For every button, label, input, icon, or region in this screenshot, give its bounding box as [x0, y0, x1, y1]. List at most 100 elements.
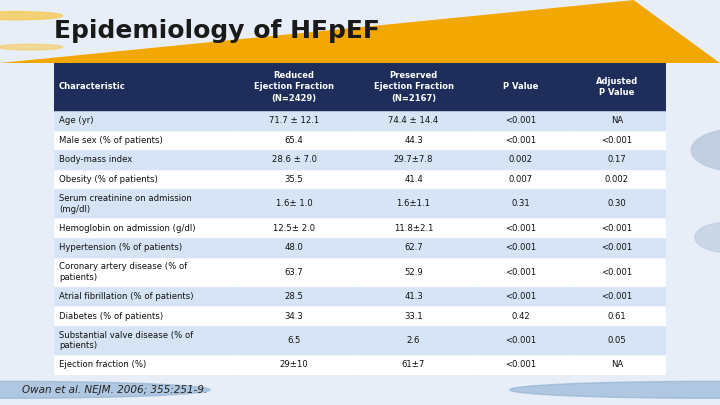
Text: Adjusted
P Value: Adjusted P Value: [596, 77, 638, 97]
Text: Hypertension (% of patients): Hypertension (% of patients): [59, 243, 182, 252]
Text: NA: NA: [611, 116, 624, 126]
Bar: [473, 170, 568, 189]
Bar: [235, 287, 354, 306]
Text: 61±7: 61±7: [402, 360, 426, 369]
Bar: [235, 355, 354, 375]
Bar: [235, 111, 354, 131]
Polygon shape: [634, 0, 720, 63]
Text: 33.1: 33.1: [404, 311, 423, 321]
Text: 2.6: 2.6: [407, 336, 420, 345]
Bar: [354, 131, 473, 150]
Bar: [473, 306, 568, 326]
Text: <0.001: <0.001: [505, 136, 536, 145]
Bar: [54, 258, 235, 287]
Bar: [54, 131, 235, 150]
Bar: [568, 355, 666, 375]
Text: 0.002: 0.002: [508, 156, 533, 164]
Bar: [235, 131, 354, 150]
Text: 0.05: 0.05: [608, 336, 626, 345]
Text: 12.5± 2.0: 12.5± 2.0: [273, 224, 315, 233]
Text: Obesity (% of patients): Obesity (% of patients): [59, 175, 158, 184]
Text: Male sex (% of patients): Male sex (% of patients): [59, 136, 163, 145]
Bar: [54, 287, 235, 306]
Text: 0.42: 0.42: [511, 311, 530, 321]
Text: 1.6± 1.0: 1.6± 1.0: [276, 199, 312, 208]
Text: 1.6±1.1: 1.6±1.1: [397, 199, 431, 208]
Bar: [354, 150, 473, 170]
Text: Reduced
Ejection Fraction
(N=2429): Reduced Ejection Fraction (N=2429): [254, 71, 334, 102]
Text: <0.001: <0.001: [505, 116, 536, 126]
Bar: [235, 189, 354, 218]
Bar: [354, 63, 473, 111]
Bar: [235, 258, 354, 287]
Text: Preserved
Ejection Fraction
(N=2167): Preserved Ejection Fraction (N=2167): [374, 71, 454, 102]
Text: 62.7: 62.7: [404, 243, 423, 252]
Text: Owan et al. NEJM. 2006; 355:251-9.: Owan et al. NEJM. 2006; 355:251-9.: [22, 385, 207, 395]
Circle shape: [510, 382, 720, 399]
Bar: [568, 238, 666, 258]
Bar: [354, 238, 473, 258]
Bar: [568, 258, 666, 287]
Bar: [568, 189, 666, 218]
Polygon shape: [0, 0, 720, 63]
Circle shape: [0, 382, 210, 399]
Text: Atrial fibrillation (% of patients): Atrial fibrillation (% of patients): [59, 292, 194, 301]
Text: P Value: P Value: [503, 83, 539, 92]
Bar: [235, 170, 354, 189]
Bar: [54, 170, 235, 189]
Text: <0.001: <0.001: [601, 292, 633, 301]
Text: 74.4 ± 14.4: 74.4 ± 14.4: [388, 116, 438, 126]
Text: 28.6 ± 7.0: 28.6 ± 7.0: [271, 156, 317, 164]
Bar: [354, 170, 473, 189]
Bar: [473, 258, 568, 287]
Text: <0.001: <0.001: [505, 360, 536, 369]
Text: 0.61: 0.61: [608, 311, 626, 321]
Bar: [354, 306, 473, 326]
Circle shape: [691, 128, 720, 172]
Bar: [54, 355, 235, 375]
Bar: [235, 326, 354, 355]
Bar: [54, 218, 235, 238]
Text: 0.30: 0.30: [608, 199, 626, 208]
Text: 48.0: 48.0: [285, 243, 304, 252]
Bar: [235, 238, 354, 258]
Bar: [473, 131, 568, 150]
Bar: [54, 306, 235, 326]
Bar: [354, 189, 473, 218]
Text: Age (yr): Age (yr): [59, 116, 94, 126]
Bar: [235, 150, 354, 170]
Bar: [54, 326, 235, 355]
Circle shape: [0, 12, 63, 20]
Text: 29±10: 29±10: [280, 360, 309, 369]
Text: 52.9: 52.9: [404, 268, 423, 277]
Bar: [354, 218, 473, 238]
Text: Serum creatinine on admission
(mg/dl): Serum creatinine on admission (mg/dl): [59, 194, 192, 213]
Bar: [54, 63, 235, 111]
Bar: [54, 238, 235, 258]
Text: Diabetes (% of patients): Diabetes (% of patients): [59, 311, 163, 321]
Text: <0.001: <0.001: [505, 224, 536, 233]
Bar: [568, 306, 666, 326]
Bar: [235, 306, 354, 326]
Bar: [473, 238, 568, 258]
Bar: [54, 189, 235, 218]
Text: <0.001: <0.001: [601, 243, 633, 252]
Polygon shape: [634, 0, 720, 63]
Text: 41.3: 41.3: [404, 292, 423, 301]
Bar: [235, 63, 354, 111]
Bar: [568, 131, 666, 150]
Bar: [473, 355, 568, 375]
Bar: [568, 287, 666, 306]
Bar: [54, 111, 235, 131]
Text: 28.5: 28.5: [285, 292, 304, 301]
Bar: [354, 287, 473, 306]
Text: Characteristic: Characteristic: [59, 83, 126, 92]
Bar: [54, 150, 235, 170]
Bar: [473, 189, 568, 218]
Text: 65.4: 65.4: [285, 136, 304, 145]
Bar: [473, 287, 568, 306]
Text: 0.17: 0.17: [608, 156, 626, 164]
Text: 0.31: 0.31: [511, 199, 530, 208]
Text: 34.3: 34.3: [285, 311, 304, 321]
Text: Hemoglobin on admission (g/dl): Hemoglobin on admission (g/dl): [59, 224, 195, 233]
